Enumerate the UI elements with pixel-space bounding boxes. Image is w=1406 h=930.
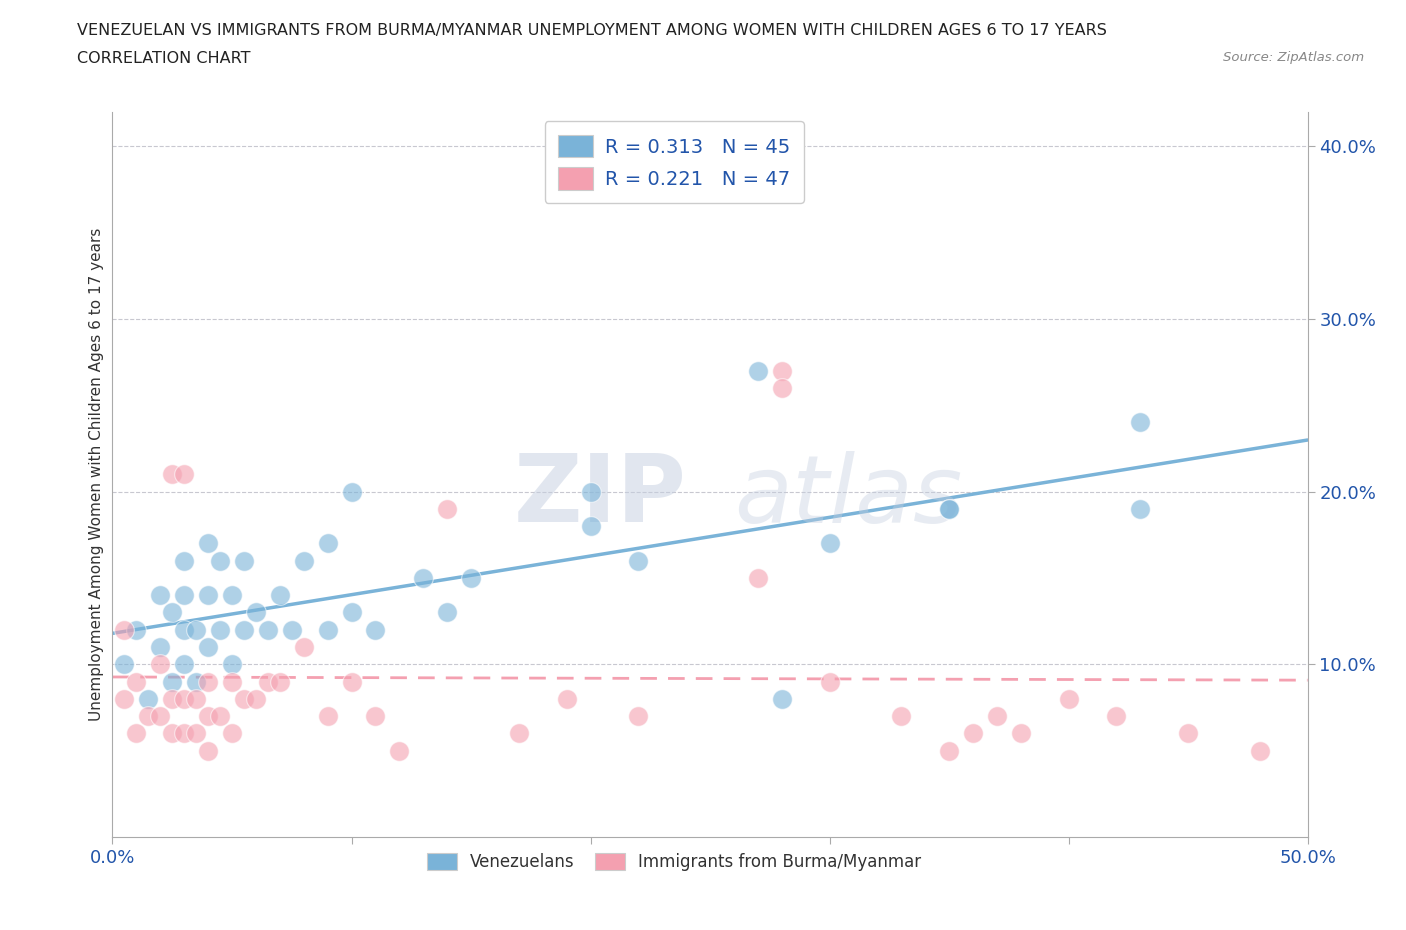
Point xyxy=(186,674,208,689)
Point xyxy=(114,691,135,706)
Point xyxy=(818,674,841,689)
Text: CORRELATION CHART: CORRELATION CHART xyxy=(77,51,250,66)
Point xyxy=(747,570,769,585)
Point xyxy=(245,605,267,620)
Point xyxy=(1129,415,1152,430)
Point xyxy=(197,709,219,724)
Point xyxy=(197,536,219,551)
Point xyxy=(162,467,183,482)
Point xyxy=(747,364,769,379)
Point xyxy=(579,485,602,499)
Legend: Venezuelans, Immigrants from Burma/Myanmar: Venezuelans, Immigrants from Burma/Myanm… xyxy=(419,844,929,880)
Text: atlas: atlas xyxy=(734,450,962,541)
Point xyxy=(938,743,960,758)
Point xyxy=(770,364,793,379)
Point xyxy=(316,622,339,637)
Point xyxy=(770,691,793,706)
Point xyxy=(149,640,172,655)
Point xyxy=(269,674,291,689)
Point xyxy=(233,691,256,706)
Point xyxy=(508,726,530,741)
Point xyxy=(221,588,243,603)
Point xyxy=(986,709,1008,724)
Point xyxy=(579,519,602,534)
Point xyxy=(890,709,912,724)
Point xyxy=(173,691,195,706)
Point xyxy=(292,640,315,655)
Point xyxy=(186,726,208,741)
Point xyxy=(1057,691,1080,706)
Point xyxy=(257,674,280,689)
Point xyxy=(818,536,841,551)
Point xyxy=(186,691,208,706)
Point xyxy=(364,709,387,724)
Point xyxy=(436,605,458,620)
Point xyxy=(364,622,387,637)
Point xyxy=(221,657,243,671)
Point xyxy=(149,588,172,603)
Point xyxy=(186,622,208,637)
Point xyxy=(555,691,578,706)
Point xyxy=(233,553,256,568)
Point xyxy=(173,553,195,568)
Point xyxy=(209,622,232,637)
Point xyxy=(125,726,148,741)
Point xyxy=(149,657,172,671)
Point xyxy=(938,501,960,516)
Point xyxy=(1177,726,1199,741)
Point xyxy=(197,588,219,603)
Point xyxy=(627,553,650,568)
Point xyxy=(627,709,650,724)
Point xyxy=(436,501,458,516)
Point xyxy=(162,726,183,741)
Point xyxy=(1010,726,1032,741)
Point xyxy=(412,570,434,585)
Point xyxy=(388,743,411,758)
Point xyxy=(316,709,339,724)
Point xyxy=(173,588,195,603)
Point xyxy=(257,622,280,637)
Point xyxy=(221,674,243,689)
Point xyxy=(938,501,960,516)
Point xyxy=(197,743,219,758)
Point xyxy=(316,536,339,551)
Point xyxy=(138,709,160,724)
Point xyxy=(162,605,183,620)
Point xyxy=(460,570,482,585)
Point xyxy=(114,657,135,671)
Point xyxy=(1105,709,1128,724)
Point xyxy=(770,380,793,395)
Point xyxy=(173,726,195,741)
Point xyxy=(281,622,304,637)
Point xyxy=(962,726,984,741)
Point xyxy=(173,657,195,671)
Point xyxy=(221,726,243,741)
Point xyxy=(233,622,256,637)
Point xyxy=(1129,501,1152,516)
Point xyxy=(197,674,219,689)
Point xyxy=(162,674,183,689)
Point xyxy=(340,485,363,499)
Point xyxy=(197,640,219,655)
Point xyxy=(162,691,183,706)
Point xyxy=(340,674,363,689)
Point xyxy=(125,674,148,689)
Point xyxy=(340,605,363,620)
Point xyxy=(209,553,232,568)
Point xyxy=(149,709,172,724)
Point xyxy=(209,709,232,724)
Text: Source: ZipAtlas.com: Source: ZipAtlas.com xyxy=(1223,51,1364,64)
Text: VENEZUELAN VS IMMIGRANTS FROM BURMA/MYANMAR UNEMPLOYMENT AMONG WOMEN WITH CHILDR: VENEZUELAN VS IMMIGRANTS FROM BURMA/MYAN… xyxy=(77,23,1107,38)
Y-axis label: Unemployment Among Women with Children Ages 6 to 17 years: Unemployment Among Women with Children A… xyxy=(89,228,104,721)
Point xyxy=(173,467,195,482)
Point xyxy=(292,553,315,568)
Point xyxy=(173,622,195,637)
Point xyxy=(245,691,267,706)
Point xyxy=(125,622,148,637)
Text: ZIP: ZIP xyxy=(513,450,686,542)
Point xyxy=(114,622,135,637)
Point xyxy=(269,588,291,603)
Point xyxy=(138,691,160,706)
Point xyxy=(1249,743,1271,758)
